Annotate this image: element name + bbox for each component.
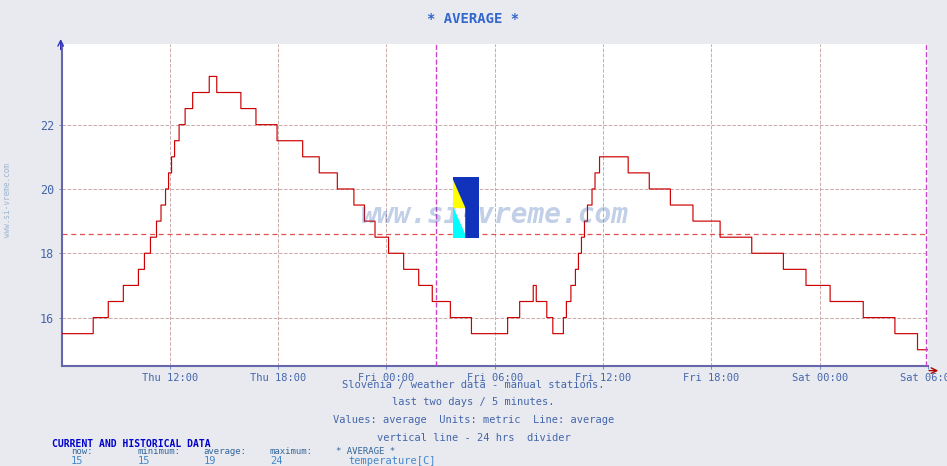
Text: 15: 15 [137,456,150,466]
Text: 19: 19 [204,456,216,466]
Polygon shape [453,177,466,207]
Text: last two days / 5 minutes.: last two days / 5 minutes. [392,397,555,407]
Text: average:: average: [204,447,246,456]
Polygon shape [466,177,479,207]
Text: now:: now: [71,447,93,456]
Text: 15: 15 [71,456,83,466]
Text: * AVERAGE *: * AVERAGE * [336,447,395,456]
Text: CURRENT AND HISTORICAL DATA: CURRENT AND HISTORICAL DATA [52,439,211,449]
Bar [453,177,466,207]
Text: www.si-vreme.com: www.si-vreme.com [361,201,629,229]
Text: Values: average  Units: metric  Line: average: Values: average Units: metric Line: aver… [333,415,614,425]
Text: temperature[C]: temperature[C] [348,456,436,466]
Text: vertical line - 24 hrs  divider: vertical line - 24 hrs divider [377,433,570,443]
Polygon shape [466,177,479,238]
Text: www.si-vreme.com: www.si-vreme.com [3,164,12,237]
Text: 24: 24 [270,456,282,466]
Polygon shape [453,207,466,238]
Text: * AVERAGE *: * AVERAGE * [427,12,520,26]
Text: maximum:: maximum: [270,447,313,456]
Text: Slovenia / weather data - manual stations.: Slovenia / weather data - manual station… [342,380,605,390]
Text: minimum:: minimum: [137,447,180,456]
